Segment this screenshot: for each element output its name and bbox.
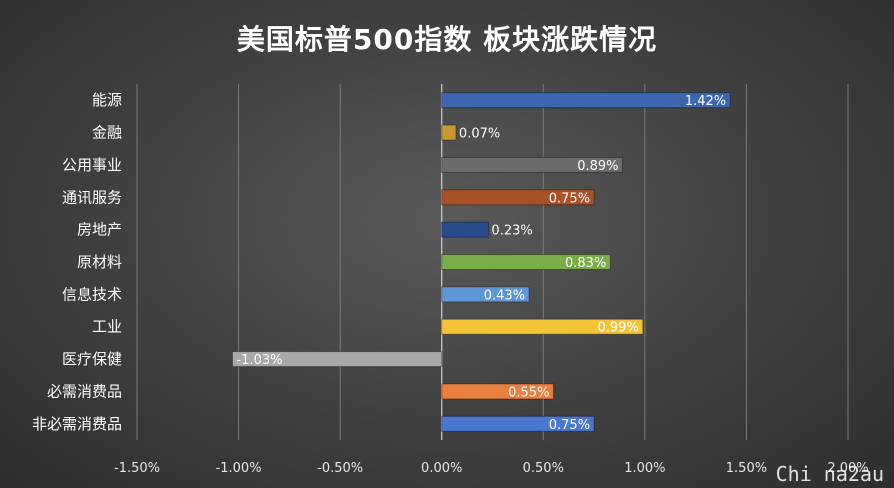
data-label: 0.99% <box>598 321 639 336</box>
data-label: 0.23% <box>491 224 532 239</box>
data-label: -1.03% <box>236 353 282 368</box>
bar <box>441 254 611 270</box>
bar <box>441 189 595 206</box>
category-label: 工业 <box>92 318 122 336</box>
category-label: 原材料 <box>77 253 122 271</box>
data-label: 0.75% <box>549 191 590 206</box>
category-label: 必需消费品 <box>47 382 122 400</box>
category-label: 非必需消费品 <box>32 415 122 433</box>
bar <box>231 351 443 368</box>
bar <box>441 221 489 238</box>
data-label: 0.83% <box>565 256 606 271</box>
category-label: 医疗保健 <box>62 350 122 368</box>
category-label: 金融 <box>92 124 122 142</box>
category-label: 能源 <box>92 91 122 109</box>
bar <box>441 383 554 400</box>
category-label: 房地产 <box>77 221 122 239</box>
chart-title: 美国标普500指数 板块涨跌情况 <box>236 23 658 56</box>
x-tick-label: 1.00% <box>624 461 665 476</box>
bar <box>441 318 644 335</box>
x-tick-label: -1.50% <box>114 461 160 476</box>
bar <box>441 156 624 173</box>
category-label: 公用事业 <box>62 156 122 174</box>
x-tick-label: 0.00% <box>421 461 462 476</box>
x-tick-label: -1.00% <box>216 461 262 476</box>
bar <box>441 286 530 303</box>
bar <box>441 124 457 141</box>
watermark-text: Chi na2au <box>775 462 884 486</box>
data-label: 0.55% <box>508 385 549 400</box>
data-label: 0.89% <box>577 159 618 174</box>
bar <box>441 92 731 109</box>
data-label: 0.07% <box>459 127 500 142</box>
data-label: 1.42% <box>685 94 726 109</box>
data-label: 0.43% <box>484 288 525 303</box>
data-label: 0.75% <box>549 418 590 433</box>
bar <box>441 415 595 432</box>
x-tick-label: -0.50% <box>317 461 363 476</box>
x-tick-label: 2.00% <box>827 461 868 476</box>
category-label: 信息技术 <box>62 285 122 303</box>
category-label: 通讯服务 <box>62 188 122 206</box>
x-tick-label: 0.50% <box>523 461 564 476</box>
x-tick-label: 1.50% <box>726 461 767 476</box>
